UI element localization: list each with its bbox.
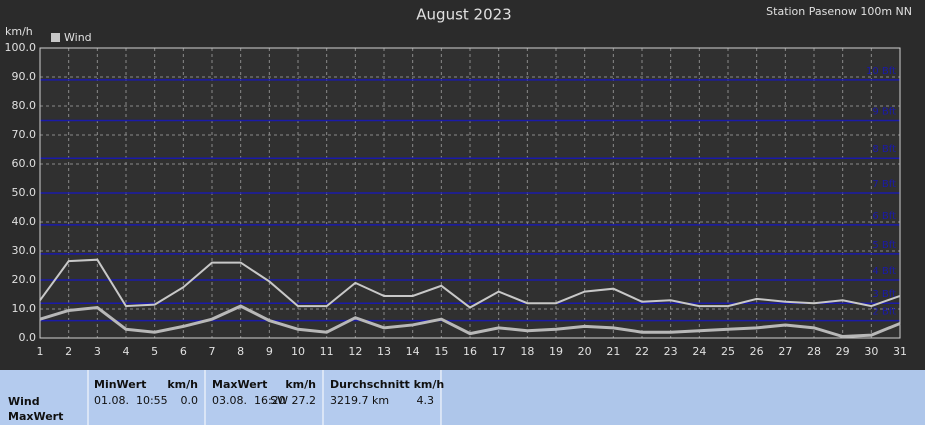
x-tick-label: 7 (209, 345, 216, 358)
x-tick-label: 28 (807, 345, 821, 358)
y-tick-label: 20.0 (12, 273, 37, 286)
col-unit: km/h (167, 378, 198, 391)
x-tick-label: 4 (123, 345, 130, 358)
y-tick-label: 40.0 (12, 215, 37, 228)
summary-empty (441, 370, 925, 425)
wind-line (39, 258, 901, 309)
x-tick-label: 17 (492, 345, 506, 358)
x-tick-label: 27 (778, 345, 792, 358)
x-tick-label: 11 (320, 345, 334, 358)
plot-frame (39, 47, 901, 339)
y-tick-label: 10.0 (12, 302, 37, 315)
beaufort-label: 3 Bft (872, 289, 896, 300)
x-tick-label: 10 (291, 345, 305, 358)
x-tick-label: 6 (180, 345, 187, 358)
x-tick-label: 31 (893, 345, 907, 358)
x-tick-label: 30 (864, 345, 878, 358)
col-title: MinWert (94, 378, 146, 391)
x-tick-label: 25 (721, 345, 735, 358)
y-tick-label: 80.0 (12, 99, 37, 112)
row-label: Wind (8, 395, 40, 408)
y-tick-label: 30.0 (12, 244, 37, 257)
x-tick-label: 16 (463, 345, 477, 358)
avg-value: 4.3 (417, 394, 435, 407)
col-title: Durchschnitt km/h (330, 378, 444, 391)
y-tick-label: 100.0 (5, 41, 37, 54)
wind-line (39, 304, 901, 339)
col-title: MaxWert (212, 378, 267, 391)
y-tick-label: 90.0 (12, 70, 37, 83)
beaufort-label: 5 Bft (872, 240, 896, 251)
x-tick-label: 1 (37, 345, 44, 358)
x-tick-label: 3 (94, 345, 101, 358)
x-tick-label: 24 (692, 345, 706, 358)
min-value: 0.0 (181, 394, 199, 407)
beaufort-label: 7 Bft (872, 179, 896, 190)
y-tick-label: 70.0 (12, 128, 37, 141)
row-label: MaxWert (8, 410, 63, 423)
x-tick-label: 9 (266, 345, 273, 358)
x-tick-label: 8 (237, 345, 244, 358)
x-tick-label: 15 (434, 345, 448, 358)
x-tick-label: 2 (65, 345, 72, 358)
x-tick-label: 13 (377, 345, 391, 358)
x-tick-label: 23 (664, 345, 678, 358)
distance: 3219.7 km (330, 394, 389, 407)
x-tick-label: 20 (578, 345, 592, 358)
beaufort-label: 9 Bft (872, 107, 896, 118)
beaufort-label: 6 Bft (872, 211, 896, 222)
station: Station Pasenow 100m NN (766, 5, 912, 18)
x-tick-label: 18 (520, 345, 534, 358)
y-label: km/h (5, 25, 33, 38)
beaufort-label: 2 Bft (872, 307, 896, 318)
max-value: SW 27.2 (270, 394, 316, 407)
x-tick-label: 29 (836, 345, 850, 358)
y-tick-label: 0.0 (19, 331, 37, 344)
y-tick-label: 50.0 (12, 186, 37, 199)
beaufort-label: 10 Bft (866, 66, 896, 77)
x-tick-label: 19 (549, 345, 563, 358)
max-date: 03.08. 16:20 (212, 394, 286, 407)
x-tick-label: 21 (606, 345, 620, 358)
x-tick-label: 14 (406, 345, 420, 358)
chart-title: August 2023 (416, 6, 511, 24)
x-tick-label: 22 (635, 345, 649, 358)
y-tick-label: 60.0 (12, 157, 37, 170)
col-unit: km/h (285, 378, 316, 391)
beaufort-label: 8 Bft (872, 144, 896, 155)
x-tick-label: 26 (750, 345, 764, 358)
x-tick-label: 12 (348, 345, 362, 358)
legend-swatch (51, 33, 60, 42)
legend-label: Wind (64, 31, 92, 44)
x-tick-label: 5 (151, 345, 158, 358)
beaufort-label: 4 Bft (872, 266, 896, 277)
min-date: 01.08. 10:55 (94, 394, 168, 407)
